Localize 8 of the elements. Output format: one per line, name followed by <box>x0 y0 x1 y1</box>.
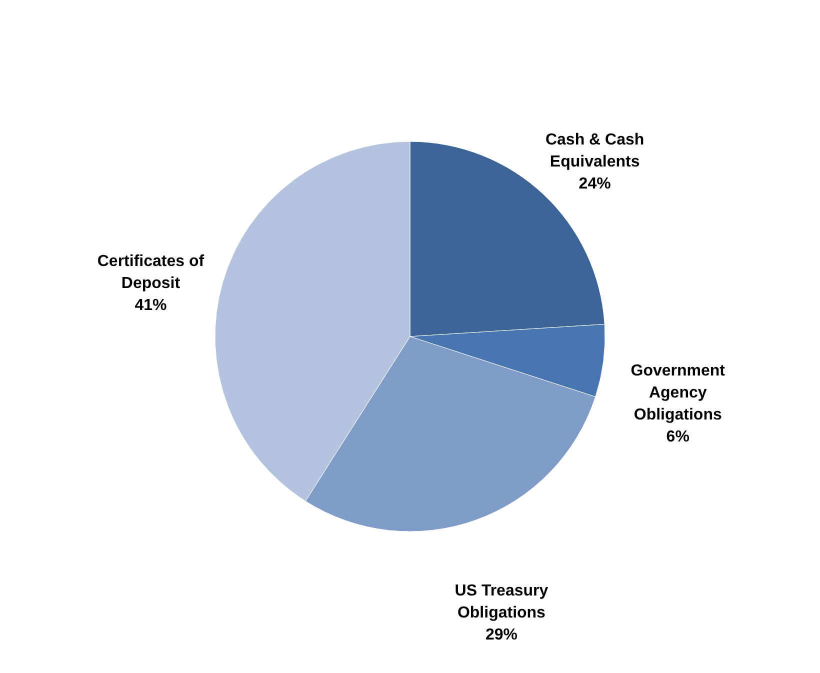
slice-label: Certificates of Deposit <box>97 253 205 292</box>
slice-label: Cash & Cash Equivalents <box>545 132 644 171</box>
slice-label: Government Agency Obligations <box>630 362 726 424</box>
slice-label: US Treasury Obligations <box>454 582 548 622</box>
data-label: 6% <box>666 428 690 446</box>
data-label: 41% <box>134 297 167 314</box>
data-label: 29% <box>485 626 518 644</box>
data-label: 24% <box>578 176 611 193</box>
